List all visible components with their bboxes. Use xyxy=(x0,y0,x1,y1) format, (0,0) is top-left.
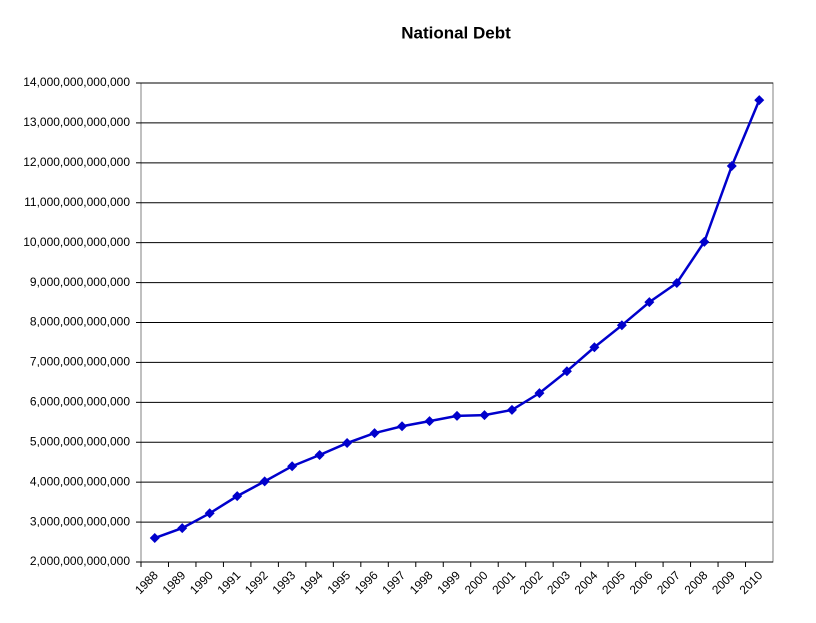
data-point xyxy=(452,410,462,421)
x-tick-label: 1991 xyxy=(215,568,244,597)
data-point xyxy=(671,277,682,288)
y-tick-label: 6,000,000,000,000 xyxy=(30,395,130,409)
data-point xyxy=(589,342,600,353)
x-tick-label: 2005 xyxy=(599,568,628,597)
y-tick-label: 11,000,000,000,000 xyxy=(24,195,130,209)
data-point xyxy=(561,366,572,377)
x-tick-label: 2007 xyxy=(654,568,683,597)
x-tick-label: 1992 xyxy=(242,568,271,597)
data-point xyxy=(259,476,270,487)
data-point xyxy=(232,491,243,502)
y-tick-label: 7,000,000,000,000 xyxy=(30,355,130,369)
data-point xyxy=(534,388,545,399)
data-point xyxy=(424,416,435,427)
x-tick-label: 2002 xyxy=(517,568,546,597)
y-tick-label: 13,000,000,000,000 xyxy=(23,115,130,129)
x-tick-label: 2006 xyxy=(627,568,656,597)
x-tick-label: 1990 xyxy=(187,568,216,597)
x-tick-label: 1998 xyxy=(407,568,436,597)
data-point xyxy=(342,438,353,449)
x-tick-label: 2008 xyxy=(682,568,711,597)
data-point xyxy=(369,428,380,439)
data-point xyxy=(699,236,710,247)
x-tick-label: 1996 xyxy=(352,568,381,597)
data-point xyxy=(287,461,298,472)
x-tick-label: 2004 xyxy=(572,568,601,597)
x-tick-label: 1988 xyxy=(132,568,161,597)
x-tick-label: 2001 xyxy=(489,568,518,597)
data-point xyxy=(644,297,655,308)
y-tick-label: 12,000,000,000,000 xyxy=(23,155,130,169)
data-point xyxy=(397,421,408,432)
x-tick-label: 2009 xyxy=(709,568,738,597)
y-tick-label: 10,000,000,000,000 xyxy=(23,235,130,249)
x-tick-label: 2010 xyxy=(737,568,766,597)
data-point xyxy=(506,404,517,415)
data-point xyxy=(479,410,490,421)
x-tick-label: 1997 xyxy=(379,568,408,597)
y-tick-label: 2,000,000,000,000 xyxy=(30,554,130,568)
x-tick-label: 1994 xyxy=(297,568,326,597)
y-tick-label: 3,000,000,000,000 xyxy=(30,514,130,528)
data-point xyxy=(314,450,325,461)
x-tick-label: 1993 xyxy=(269,568,298,597)
data-point xyxy=(177,523,188,534)
data-point xyxy=(616,320,627,331)
y-tick-label: 8,000,000,000,000 xyxy=(30,315,130,329)
data-point xyxy=(149,533,160,544)
x-tick-label: 1995 xyxy=(324,568,353,597)
x-tick-label: 2000 xyxy=(462,568,491,597)
y-tick-label: 9,000,000,000,000 xyxy=(30,275,130,289)
x-tick-label: 1989 xyxy=(160,568,189,597)
data-point xyxy=(754,95,765,106)
y-tick-label: 5,000,000,000,000 xyxy=(30,434,130,448)
data-line xyxy=(154,99,761,540)
y-tick-label: 14,000,000,000,000 xyxy=(23,75,130,89)
x-tick-label: 2003 xyxy=(544,568,573,597)
data-point xyxy=(204,508,215,519)
y-tick-label: 4,000,000,000,000 xyxy=(30,474,130,488)
chart-title: National Debt xyxy=(401,23,511,42)
x-tick-label: 1999 xyxy=(434,568,463,597)
data-point xyxy=(726,161,737,172)
